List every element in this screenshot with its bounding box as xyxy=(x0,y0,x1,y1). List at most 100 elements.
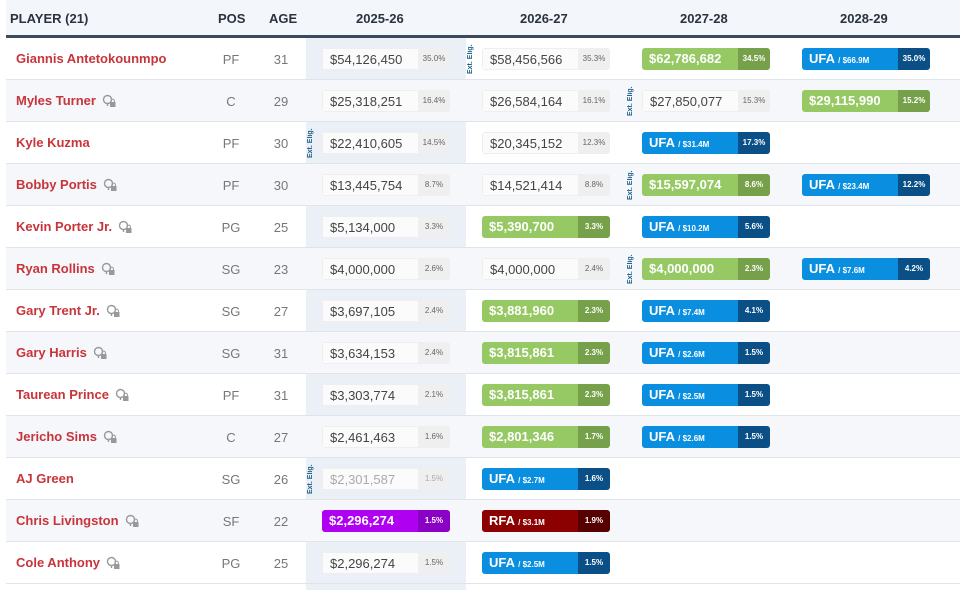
table-row: Kyle Kuzma PF 30 Ext. Elig. $22,410,605 14.5%… xyxy=(6,122,960,164)
salary-amount: $22,410,605 xyxy=(330,136,403,151)
salary-cell-2025-26[interactable]: $3,697,105 2.4% xyxy=(322,300,450,322)
cap-percentage: 8.8% xyxy=(578,174,610,196)
player-name-link[interactable]: Jericho Sims xyxy=(16,429,97,444)
salary-cell-2026-27[interactable]: $3,881,960 2.3% xyxy=(482,300,610,322)
player-name-link[interactable]: Kyle Kuzma xyxy=(16,135,90,150)
salary-cell-2027-28[interactable]: UFA / $2.5M 1.5% xyxy=(642,384,770,406)
salary-cell-2027-28[interactable]: UFA / $2.6M 1.5% xyxy=(642,426,770,448)
salary-cell-2026-27[interactable]: UFA / $2.7M 1.6% xyxy=(482,468,610,490)
salary-amount: $20,345,152 xyxy=(490,136,563,151)
player-name-link[interactable]: Ryan Rollins xyxy=(16,261,95,276)
salary-cell-2028-29[interactable]: UFA / $7.6M 4.2% xyxy=(802,258,930,280)
salary-cell-2025-26[interactable]: $3,634,153 2.4% xyxy=(322,342,450,364)
salary-cell-2025-26[interactable]: $25,318,251 16.4% xyxy=(322,90,450,112)
table-row: AJ Green SG 26 Ext. Elig. $2,301,587 1.5% UFA … xyxy=(6,458,960,500)
salary-cell-2025-26[interactable]: $2,301,587 1.5% xyxy=(322,468,450,490)
salary-cell-2027-28[interactable]: UFA / $10.2M 5.6% xyxy=(642,216,770,238)
cap-percentage: 14.5% xyxy=(418,132,450,154)
player-name-link[interactable]: Cole Anthony xyxy=(16,555,101,570)
trade-restriction-icon[interactable] xyxy=(125,514,139,528)
table-row: Chris Livingston SF 22 $2,296,274 1.5% RFA / … xyxy=(6,500,960,542)
salary-cell-2027-28[interactable]: UFA / $2.6M 1.5% xyxy=(642,342,770,364)
player-position: SG xyxy=(221,262,241,277)
player-name-link[interactable]: Giannis Antetokounmpo xyxy=(16,51,167,66)
salary-amount: $27,850,077 xyxy=(650,94,723,109)
salary-cell-2027-28[interactable]: UFA / $7.4M 4.1% xyxy=(642,300,770,322)
table-row: Ryan Rollins SG 23 Ext. Elig. $4,000,000 2.6%… xyxy=(6,248,960,290)
trade-restriction-icon[interactable] xyxy=(106,556,120,570)
cap-percentage: 1.5% xyxy=(738,384,770,406)
header-age[interactable]: AGE xyxy=(269,11,298,26)
salary-cell-2028-29[interactable]: UFA / $66.9M 35.0% xyxy=(802,48,930,70)
cap-percentage: 35.3% xyxy=(578,48,610,70)
extension-eligible-label: Ext. Elig. xyxy=(627,254,634,284)
salary-cell-2028-29[interactable]: UFA / $23.4M 12.2% xyxy=(802,174,930,196)
salary-cell-2025-26[interactable]: $3,303,774 2.1% xyxy=(322,384,450,406)
header-season-2[interactable]: 2026-27 xyxy=(520,11,568,26)
salary-amount: $26,584,164 xyxy=(490,94,563,109)
salary-cell-2026-27[interactable]: $2,801,346 1.7% xyxy=(482,426,610,448)
cap-percentage: 15.3% xyxy=(738,90,770,112)
header-season-1[interactable]: 2025-26 xyxy=(356,11,404,26)
cap-hold-amount: / $31.4M xyxy=(678,140,710,149)
cap-percentage: 1.5% xyxy=(578,552,610,574)
cap-percentage: 3.3% xyxy=(578,216,610,238)
header-season-3[interactable]: 2027-28 xyxy=(680,11,728,26)
salary-cell-2026-27[interactable]: $20,345,152 12.3% xyxy=(482,132,610,154)
table-row: Gary Trent Jr. SG 27 $3,697,105 2.4% $3,881,9… xyxy=(6,290,960,332)
trade-restriction-icon[interactable] xyxy=(106,304,120,318)
trade-restriction-icon[interactable] xyxy=(102,94,116,108)
trade-restriction-icon[interactable] xyxy=(118,220,132,234)
salary-amount: $15,597,074 xyxy=(649,177,722,192)
cap-percentage: 1.5% xyxy=(418,510,450,532)
player-name-link[interactable]: Chris Livingston xyxy=(16,513,119,528)
player-name-link[interactable]: Bobby Portis xyxy=(16,177,97,192)
salary-cell-2026-27[interactable]: UFA / $2.5M 1.5% xyxy=(482,552,610,574)
salary-cell-2025-26[interactable]: $2,296,274 1.5% xyxy=(322,552,450,574)
player-name-link[interactable]: Myles Turner xyxy=(16,93,96,108)
salary-cell-2025-26[interactable]: $2,296,274 1.5% xyxy=(322,510,450,532)
salary-cell-2026-27[interactable]: $58,456,566 35.3% xyxy=(482,48,610,70)
trade-restriction-icon[interactable] xyxy=(103,430,117,444)
salary-cell-2026-27[interactable]: $5,390,700 3.3% xyxy=(482,216,610,238)
salary-amount: $62,786,682 xyxy=(649,51,722,66)
salary-cell-2028-29[interactable]: $29,115,990 15.2% xyxy=(802,90,930,112)
salary-amount: $4,000,000 xyxy=(649,261,715,276)
salary-cell-2027-28[interactable]: $62,786,682 34.5% xyxy=(642,48,770,70)
trade-restriction-icon[interactable] xyxy=(115,388,129,402)
cap-percentage: 1.5% xyxy=(738,426,770,448)
salary-cell-2027-28[interactable]: $27,850,077 15.3% xyxy=(642,90,770,112)
trade-restriction-icon[interactable] xyxy=(101,262,115,276)
player-name-link[interactable]: Taurean Prince xyxy=(16,387,109,402)
cap-percentage: 2.1% xyxy=(418,384,450,406)
player-name-link[interactable]: Gary Harris xyxy=(16,345,87,360)
player-name-link[interactable]: AJ Green xyxy=(16,471,74,486)
salary-cell-2025-26[interactable]: $54,126,450 35.0% xyxy=(322,48,450,70)
header-player[interactable]: PLAYER (21) xyxy=(10,11,89,26)
salary-cell-2025-26[interactable]: $13,445,754 8.7% xyxy=(322,174,450,196)
salary-cell-2026-27[interactable]: $4,000,000 2.4% xyxy=(482,258,610,280)
cap-hold-amount: / $7.6M xyxy=(838,266,865,275)
cap-hold-amount: / $2.5M xyxy=(518,560,545,569)
trade-restriction-icon[interactable] xyxy=(103,178,117,192)
cap-percentage: 2.4% xyxy=(578,258,610,280)
extension-eligible-label: Ext. Elig. xyxy=(467,44,474,74)
salary-cell-2027-28[interactable]: $4,000,000 2.3% xyxy=(642,258,770,280)
player-name-link[interactable]: Kevin Porter Jr. xyxy=(16,219,113,234)
salary-cell-2027-28[interactable]: UFA / $31.4M 17.3% xyxy=(642,132,770,154)
salary-cell-2026-27[interactable]: $3,815,861 2.3% xyxy=(482,342,610,364)
salary-cell-2026-27[interactable]: RFA / $3.1M 1.9% xyxy=(482,510,610,532)
salary-cell-2025-26[interactable]: $22,410,605 14.5% xyxy=(322,132,450,154)
salary-cell-2025-26[interactable]: $5,134,000 3.3% xyxy=(322,216,450,238)
trade-restriction-icon[interactable] xyxy=(93,346,107,360)
salary-cell-2026-27[interactable]: $14,521,414 8.8% xyxy=(482,174,610,196)
salary-cell-2025-26[interactable]: $4,000,000 2.6% xyxy=(322,258,450,280)
header-pos[interactable]: POS xyxy=(218,11,246,26)
salary-cell-2026-27[interactable]: $26,584,164 16.1% xyxy=(482,90,610,112)
salary-cell-2027-28[interactable]: $15,597,074 8.6% xyxy=(642,174,770,196)
header-season-4[interactable]: 2028-29 xyxy=(840,11,888,26)
salary-cell-2026-27[interactable]: $3,815,861 2.3% xyxy=(482,384,610,406)
salary-cell-2025-26[interactable]: $2,461,463 1.6% xyxy=(322,426,450,448)
player-name-link[interactable]: Gary Trent Jr. xyxy=(16,303,100,318)
table-row: Cole Anthony PG 25 $2,296,274 1.5% UFA / $2.5… xyxy=(6,542,960,584)
